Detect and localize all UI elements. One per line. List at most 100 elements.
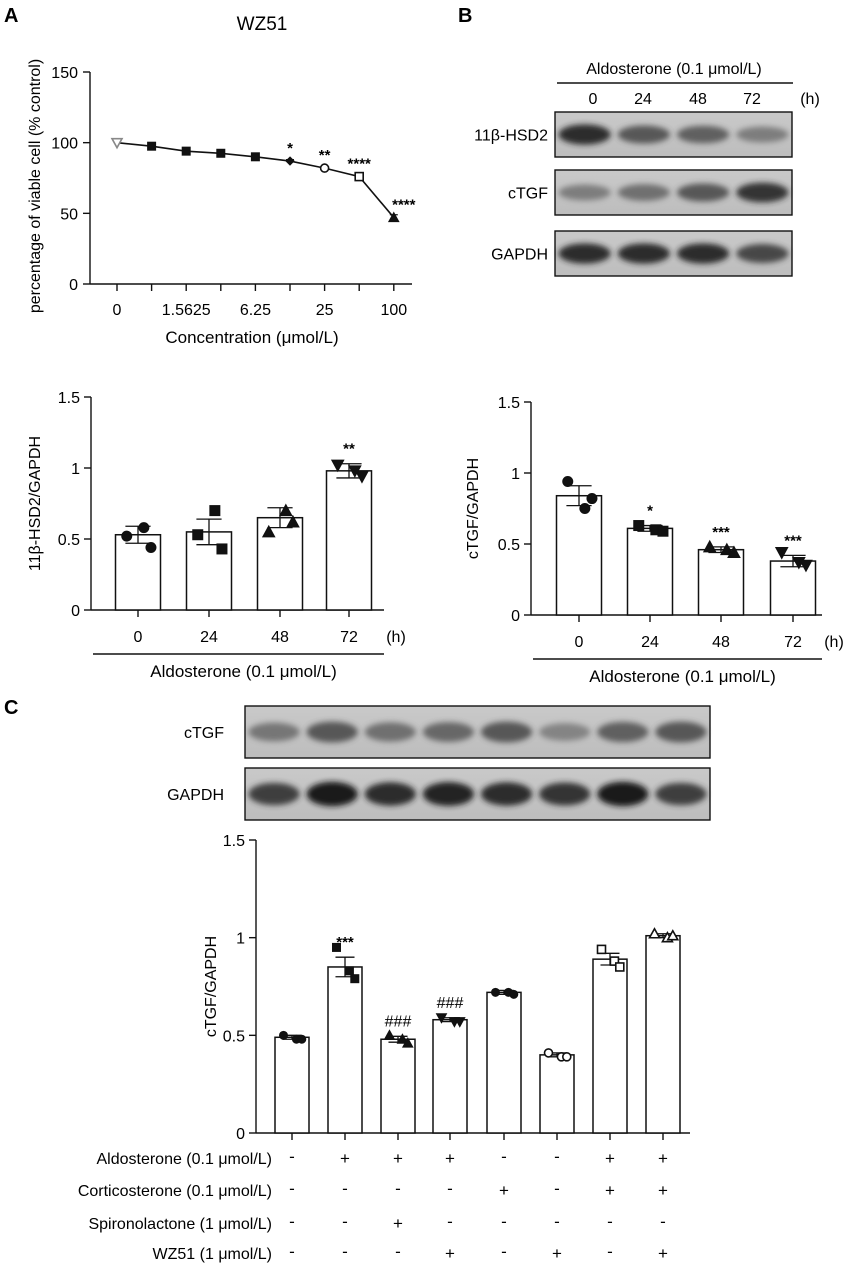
chart-b1-point (121, 530, 133, 542)
chart-c-treatment-sign: - (289, 1147, 295, 1166)
chart-b2-point (562, 476, 574, 488)
chart-b2-x-tick-label: 48 (712, 634, 730, 651)
chart-b2-point (774, 547, 789, 560)
chart-a-annotation: * (287, 140, 293, 157)
chart-b1-x-tick-label: 48 (271, 629, 289, 646)
chart-c-treatment-sign: + (605, 1181, 615, 1200)
blot-b-band (558, 243, 611, 264)
chart-b2-unit: (h) (824, 634, 844, 651)
chart-c-treatment-sign: + (499, 1181, 509, 1200)
chart-c-point (609, 956, 620, 966)
chart-b1-group-label: Aldosterone (0.1 μmol/L) (150, 662, 337, 681)
chart-c-point (666, 929, 680, 941)
chart-b2-annotation: *** (784, 532, 802, 549)
chart-c-treatment-sign: - (395, 1179, 401, 1198)
blot-c-band (364, 782, 416, 806)
chart-c-point (561, 1052, 572, 1062)
chart-b2-group-label: Aldosterone (0.1 μmol/L) (589, 667, 776, 686)
chart-b2-point (727, 545, 741, 559)
blot-c-band (248, 722, 300, 742)
blot-b-band (617, 243, 670, 264)
chart-c-bar (327, 966, 363, 1134)
chart-b2-bar (555, 494, 603, 616)
blot-c-band (539, 723, 591, 741)
chart-c-bar (486, 991, 522, 1134)
blot-b-band (736, 244, 789, 263)
blot-c-band (422, 782, 475, 806)
chart-c-point (332, 942, 341, 952)
chart-b1-point (355, 471, 369, 484)
chart-c-treatment-sign: - (660, 1212, 666, 1231)
chart-c-point (596, 944, 607, 955)
blot-b-band (736, 182, 789, 203)
chart-b2-point (702, 539, 717, 553)
blot-c-band (480, 721, 533, 743)
chart-c-point (350, 974, 360, 984)
blot-b-row-label: 11β-HSD2 (474, 128, 548, 145)
chart-b2-annotation: * (647, 503, 653, 520)
chart-c-treatment-label: Aldosterone (0.1 μmol/L) (96, 1151, 272, 1168)
chart-a-x-tick-label: 6.25 (240, 302, 271, 319)
chart-a-point (110, 137, 124, 150)
chart-b2-bar (769, 560, 817, 616)
chart-c-y-label: cTGF/GAPDH (203, 936, 220, 1037)
chart-c-point (279, 1030, 288, 1040)
chart-a-point (181, 146, 191, 156)
blot-c: cTGF GAPDH (167, 705, 711, 821)
chart-a-x-label: Concentration (μmol/L) (165, 328, 338, 347)
blot-b-row-label: GAPDH (491, 247, 548, 264)
chart-a-x-tick-label: 0 (113, 302, 122, 319)
chart-c-treatment-sign: - (342, 1179, 348, 1198)
chart-a-annotation: **** (392, 197, 416, 214)
blot-c-band (597, 721, 649, 743)
blot-b-lane-label: 0 (589, 91, 598, 108)
chart-b2-bar (626, 527, 674, 616)
chart-b2-x-tick-label: 24 (641, 634, 659, 651)
chart-c-point (491, 987, 500, 997)
chart-a-point (250, 152, 260, 162)
chart-c-bar (539, 1054, 575, 1134)
chart-c-annotation: ### (385, 1013, 412, 1030)
chart-c-treatment-sign: + (658, 1244, 668, 1263)
chart-b1-y-tick-label: 1 (71, 461, 80, 478)
chart-c-y-tick-label: 0 (236, 1126, 245, 1143)
blot-b-band (558, 184, 611, 201)
chart-c-y-tick-label: 1 (236, 931, 245, 948)
chart-c-treatment-sign: + (605, 1149, 615, 1168)
chart-c-treatment-sign: + (552, 1244, 562, 1263)
chart-a-annotation: **** (348, 156, 372, 173)
chart-c-point (344, 966, 354, 976)
chart-a-viability: WZ51 0 50 100 150 0 1.5625 6.25 25 100 Concentrati… (27, 14, 416, 347)
chart-c-point (401, 1037, 414, 1048)
chart-c-treatment-sign: - (554, 1212, 560, 1231)
chart-b1-point (286, 514, 300, 528)
chart-c-point (614, 962, 625, 972)
chart-c-y-tick-label: 0.5 (223, 1028, 245, 1045)
chart-a-x-tick-label: 1.5625 (162, 302, 211, 319)
chart-b2-bar (697, 548, 745, 616)
chart-c-treatment-sign: - (395, 1242, 401, 1261)
chart-b1-point (209, 505, 221, 517)
chart-a-point (285, 156, 295, 166)
chart-b-ctgf: 0 0.5 1 1.5 cTGF/GAPDH 0 * 24 *** 48 *** 72 (h) Aldos… (465, 395, 844, 686)
chart-c-bar (432, 1018, 468, 1134)
chart-b2-point (720, 542, 734, 556)
blot-b-band (617, 184, 670, 201)
chart-c-point (297, 1034, 307, 1044)
chart-b2-y-tick-label: 0 (511, 608, 520, 625)
chart-b1-point (330, 459, 345, 473)
chart-b1-point (192, 529, 204, 541)
chart-b2-point (586, 493, 598, 505)
chart-c-point (509, 989, 519, 999)
blot-c-band (306, 781, 358, 807)
chart-a-y-tick-label: 100 (51, 136, 78, 153)
chart-c-treatment-label: Corticosterone (0.1 μmol/L) (78, 1183, 272, 1200)
blot-c-band (422, 722, 475, 742)
chart-a-x-tick-label: 25 (316, 302, 334, 319)
chart-c-annotation: *** (336, 934, 354, 951)
chart-b2-y-label: cTGF/GAPDH (465, 458, 482, 559)
blot-c-band (306, 721, 358, 743)
blot-b-lane-label: 48 (689, 91, 707, 108)
chart-c-annotation: ### (437, 995, 464, 1012)
